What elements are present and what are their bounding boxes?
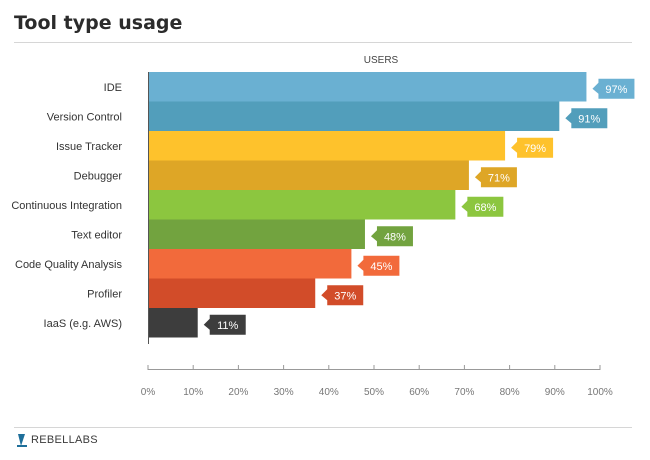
value-callout xyxy=(565,108,608,129)
rebellabs-logo: REBELLABS xyxy=(16,433,98,447)
bar xyxy=(148,308,198,338)
value-callout xyxy=(321,285,364,306)
x-tick-label: 40% xyxy=(319,387,339,398)
category-label: Issue Tracker xyxy=(56,141,122,153)
bar xyxy=(148,219,365,249)
value-label: 71% xyxy=(488,172,510,184)
footer-divider xyxy=(14,427,632,428)
category-label: Text editor xyxy=(71,229,122,241)
bar xyxy=(148,249,352,279)
value-label: 45% xyxy=(370,261,392,273)
x-tick-label: 70% xyxy=(454,387,474,398)
category-label: Version Control xyxy=(47,111,122,123)
value-callout xyxy=(203,314,246,335)
category-label: Code Quality Analysis xyxy=(15,259,122,271)
x-tick-label: 100% xyxy=(587,387,613,398)
value-label: 68% xyxy=(474,202,496,214)
x-tick-label: 90% xyxy=(545,387,565,398)
x-tick-label: 10% xyxy=(183,387,203,398)
value-label: 97% xyxy=(605,84,627,96)
category-label: Continuous Integration xyxy=(11,200,122,212)
x-tick-label: 80% xyxy=(500,387,520,398)
title-divider xyxy=(14,42,632,43)
value-label: 11% xyxy=(217,320,238,332)
value-callout xyxy=(357,255,400,276)
category-label: IDE xyxy=(104,82,122,94)
bar xyxy=(148,160,469,190)
value-label: 91% xyxy=(578,113,600,125)
rebellabs-logo-icon xyxy=(17,434,27,447)
value-label: 79% xyxy=(524,143,546,155)
bar xyxy=(148,101,560,131)
x-tick-label: 0% xyxy=(141,387,156,398)
category-label: Debugger xyxy=(74,170,123,182)
value-callout xyxy=(370,226,413,247)
axis-title: USERS xyxy=(364,55,399,66)
x-tick-label: 50% xyxy=(364,387,384,398)
bar xyxy=(148,72,587,102)
chart-title: Tool type usage xyxy=(14,12,183,34)
brand-name: REBELLABS xyxy=(31,434,98,446)
x-tick-label: 30% xyxy=(274,387,294,398)
value-label: 48% xyxy=(384,231,406,243)
x-tick-label: 60% xyxy=(409,387,429,398)
bar xyxy=(148,131,506,161)
category-label: IaaS (e.g. AWS) xyxy=(44,318,122,330)
value-callout xyxy=(474,167,517,188)
value-callout xyxy=(461,196,504,217)
bar xyxy=(148,278,316,308)
value-label: 37% xyxy=(334,290,356,302)
value-callout xyxy=(511,137,554,158)
bar xyxy=(148,190,456,220)
value-callout xyxy=(592,78,635,99)
category-label: Profiler xyxy=(87,288,122,300)
x-tick-label: 20% xyxy=(228,387,248,398)
